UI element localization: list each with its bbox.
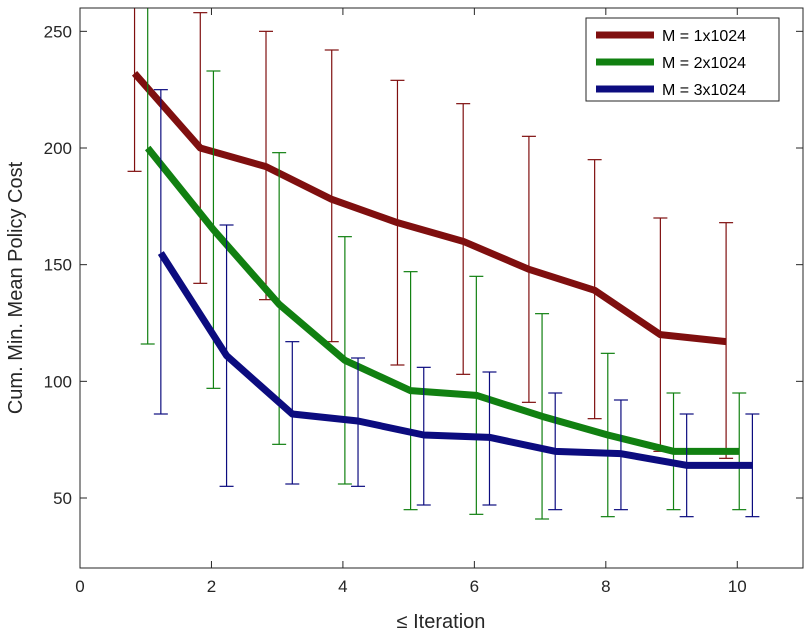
series-2	[140, 8, 747, 520]
legend-label: M = 3x1024	[662, 82, 746, 99]
y-axis-label: Cum. Min. Mean Policy Cost	[5, 161, 27, 414]
series-line	[144, 145, 740, 455]
y-tick-label: 150	[44, 256, 72, 275]
legend-entry-3: M = 3x1024	[596, 82, 746, 99]
x-tick-label: 2	[207, 577, 216, 596]
x-tick-label: 6	[470, 577, 479, 596]
ticks-layer: 0 2 4 6 8 10 50 100 150 200 250	[44, 8, 803, 596]
x-tick-label: 8	[601, 577, 610, 596]
legend-entry-2: M = 2x1024	[596, 55, 746, 72]
x-tick-label: 10	[728, 577, 747, 596]
series-layer	[127, 8, 760, 520]
series-3	[153, 89, 760, 518]
y-tick-label: 200	[44, 139, 72, 158]
error-bar	[140, 8, 155, 345]
series-line	[131, 71, 727, 346]
y-tick-label: 100	[44, 372, 72, 391]
y-tick-label: 50	[53, 489, 72, 508]
error-bar	[127, 8, 142, 172]
x-axis-label: ≤ Iteration	[397, 611, 486, 633]
legend-entry-1: M = 1x1024	[596, 28, 746, 45]
plot-frame	[79, 7, 804, 569]
x-tick-label: 4	[338, 577, 347, 596]
legend-label: M = 1x1024	[662, 28, 746, 45]
legend: M = 1x1024 M = 2x1024 M = 3x1024	[585, 17, 780, 102]
x-tick-label: 0	[75, 577, 84, 596]
error-bar	[272, 152, 287, 445]
series-line	[157, 251, 753, 469]
error-bar	[153, 89, 168, 415]
series-1	[127, 8, 734, 459]
y-tick-label: 250	[44, 22, 72, 41]
legend-label: M = 2x1024	[662, 55, 746, 72]
